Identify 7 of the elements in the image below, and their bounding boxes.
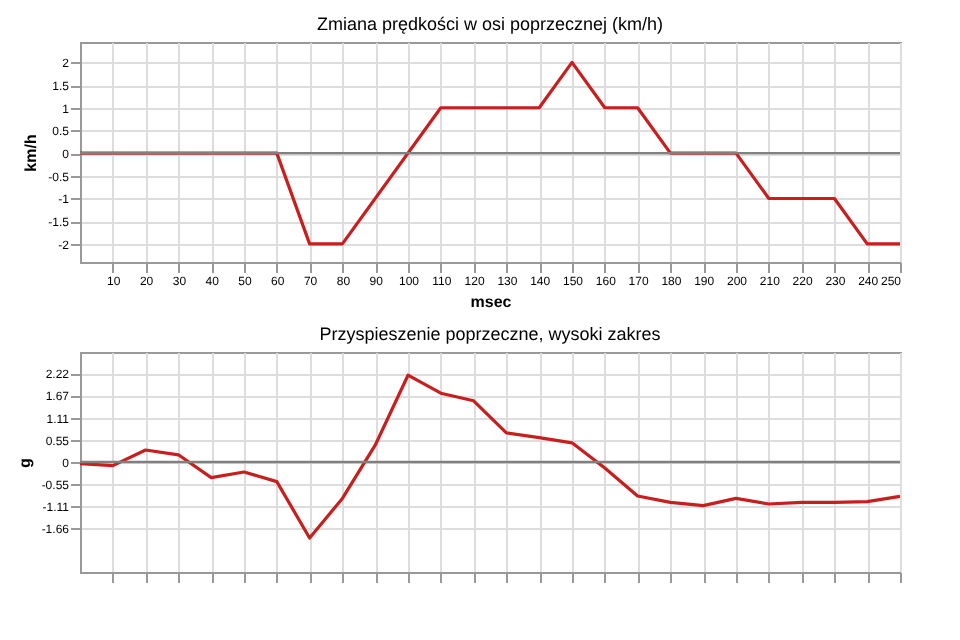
x-axis-title: msec [470, 293, 513, 311]
line-series [78, 373, 902, 540]
y-axis-title: g [15, 457, 34, 468]
line-series [78, 60, 902, 246]
y-axis-title: km/h [22, 134, 41, 172]
chart-title: Zmiana prędkości w osi poprzecznej (km/h) [316, 14, 664, 34]
chart-title: Przyspieszenie poprzeczne, wysoki zakres [319, 324, 662, 344]
